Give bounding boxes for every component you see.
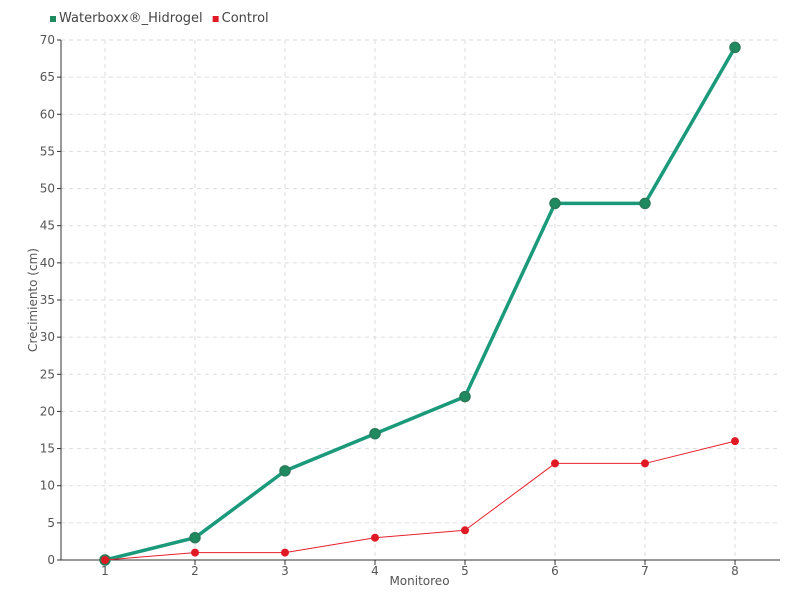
x-tick-label: 7 [641,564,649,578]
data-point[interactable] [281,548,289,557]
series-line [104,46,737,562]
y-tick-label: 70 [40,33,55,47]
y-tick-label: 15 [40,442,55,456]
data-point[interactable] [549,197,561,210]
y-tick-label: 40 [40,256,55,270]
y-axis-title: Crecimiento (cm) [26,248,40,352]
y-tick-label: 25 [40,367,55,381]
y-tick-label: 20 [40,404,55,418]
legend-swatch [50,16,56,22]
data-point[interactable] [369,427,381,440]
y-tick-label: 65 [40,70,55,84]
x-axis-title: Monitoreo [389,574,449,588]
y-tick-label: 0 [47,553,55,567]
data-point[interactable] [191,548,199,557]
y-tick-label: 10 [40,479,55,493]
x-tick-label: 4 [371,564,379,578]
series-0 [99,41,741,566]
x-tick-label: 1 [101,564,109,578]
x-tick-label: 6 [551,564,559,578]
data-point[interactable] [371,533,379,542]
x-tick-label: 5 [461,564,469,578]
y-tick-label: 30 [40,330,55,344]
legend-item[interactable]: Waterboxx®_Hidrogel [50,11,203,26]
series-line [104,440,736,561]
y-tick-label: 5 [47,516,55,530]
data-point[interactable] [729,41,741,54]
legend-swatch [212,16,219,22]
data-point[interactable] [189,531,201,544]
legend[interactable]: Waterboxx®_Hidrogel Control [50,11,269,26]
data-point[interactable] [731,437,739,446]
data-point[interactable] [639,197,651,210]
series-1 [101,437,739,564]
data-point[interactable] [279,465,291,477]
data-point[interactable] [459,390,471,403]
data-point[interactable] [641,459,649,468]
y-tick-label: 55 [40,144,55,158]
legend-item[interactable]: Control [212,11,269,26]
series-group [99,41,741,566]
legend-label: Control [222,11,269,26]
data-point[interactable] [101,556,109,564]
data-point[interactable] [551,459,559,468]
legend-label: Waterboxx®_Hidrogel [59,11,203,26]
y-tick-label: 45 [40,219,55,233]
y-tick-label: 35 [40,293,55,307]
data-point[interactable] [461,526,469,535]
x-tick-label: 2 [191,564,199,578]
y-tick-label: 50 [40,182,55,196]
grid [61,39,780,560]
y-tick-label: 60 [40,107,55,121]
x-tick-label: 3 [281,564,289,578]
x-tick-label: 8 [731,564,739,578]
